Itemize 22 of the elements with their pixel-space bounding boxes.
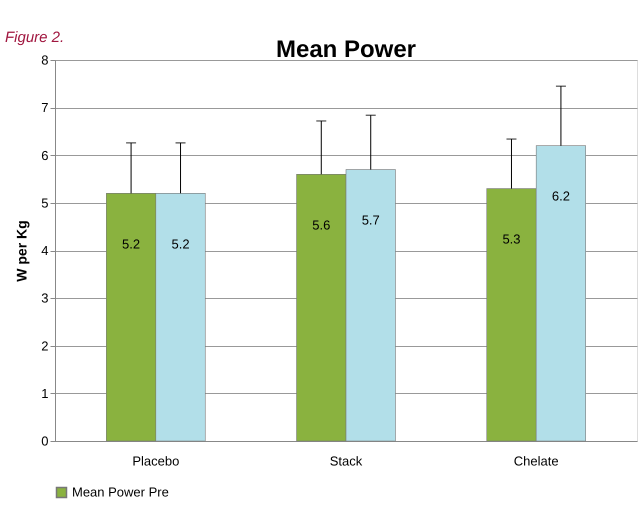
y-tick-label: 1 [41, 386, 48, 401]
y-tick-label: 5 [41, 195, 48, 210]
y-tick-label: 8 [41, 52, 48, 68]
x-tick-label: Chelate [514, 454, 559, 468]
data-label: 5.7 [362, 212, 380, 228]
y-tick-label: 7 [41, 100, 48, 116]
data-label: 5.6 [312, 217, 330, 232]
y-tick-label: 4 [41, 243, 48, 258]
y-tick-label: 3 [41, 290, 48, 306]
y-tick-label: 6 [41, 148, 48, 163]
y-tick-label: 0 [41, 434, 48, 448]
data-label: 5.2 [122, 236, 140, 252]
data-label: 6.2 [552, 188, 570, 204]
y-tick-label: 2 [41, 338, 48, 354]
x-tick-label: Stack [330, 454, 363, 468]
y-axis-title: W per Kg [13, 220, 30, 282]
chart-title: Mean Power [276, 36, 416, 63]
x-tick-label: Placebo [132, 454, 180, 468]
legend-label: Mean Power Pre [72, 484, 169, 500]
data-label: 5.2 [171, 236, 190, 252]
caption: Figure 2. [5, 29, 64, 46]
data-label: 5.3 [502, 232, 521, 247]
